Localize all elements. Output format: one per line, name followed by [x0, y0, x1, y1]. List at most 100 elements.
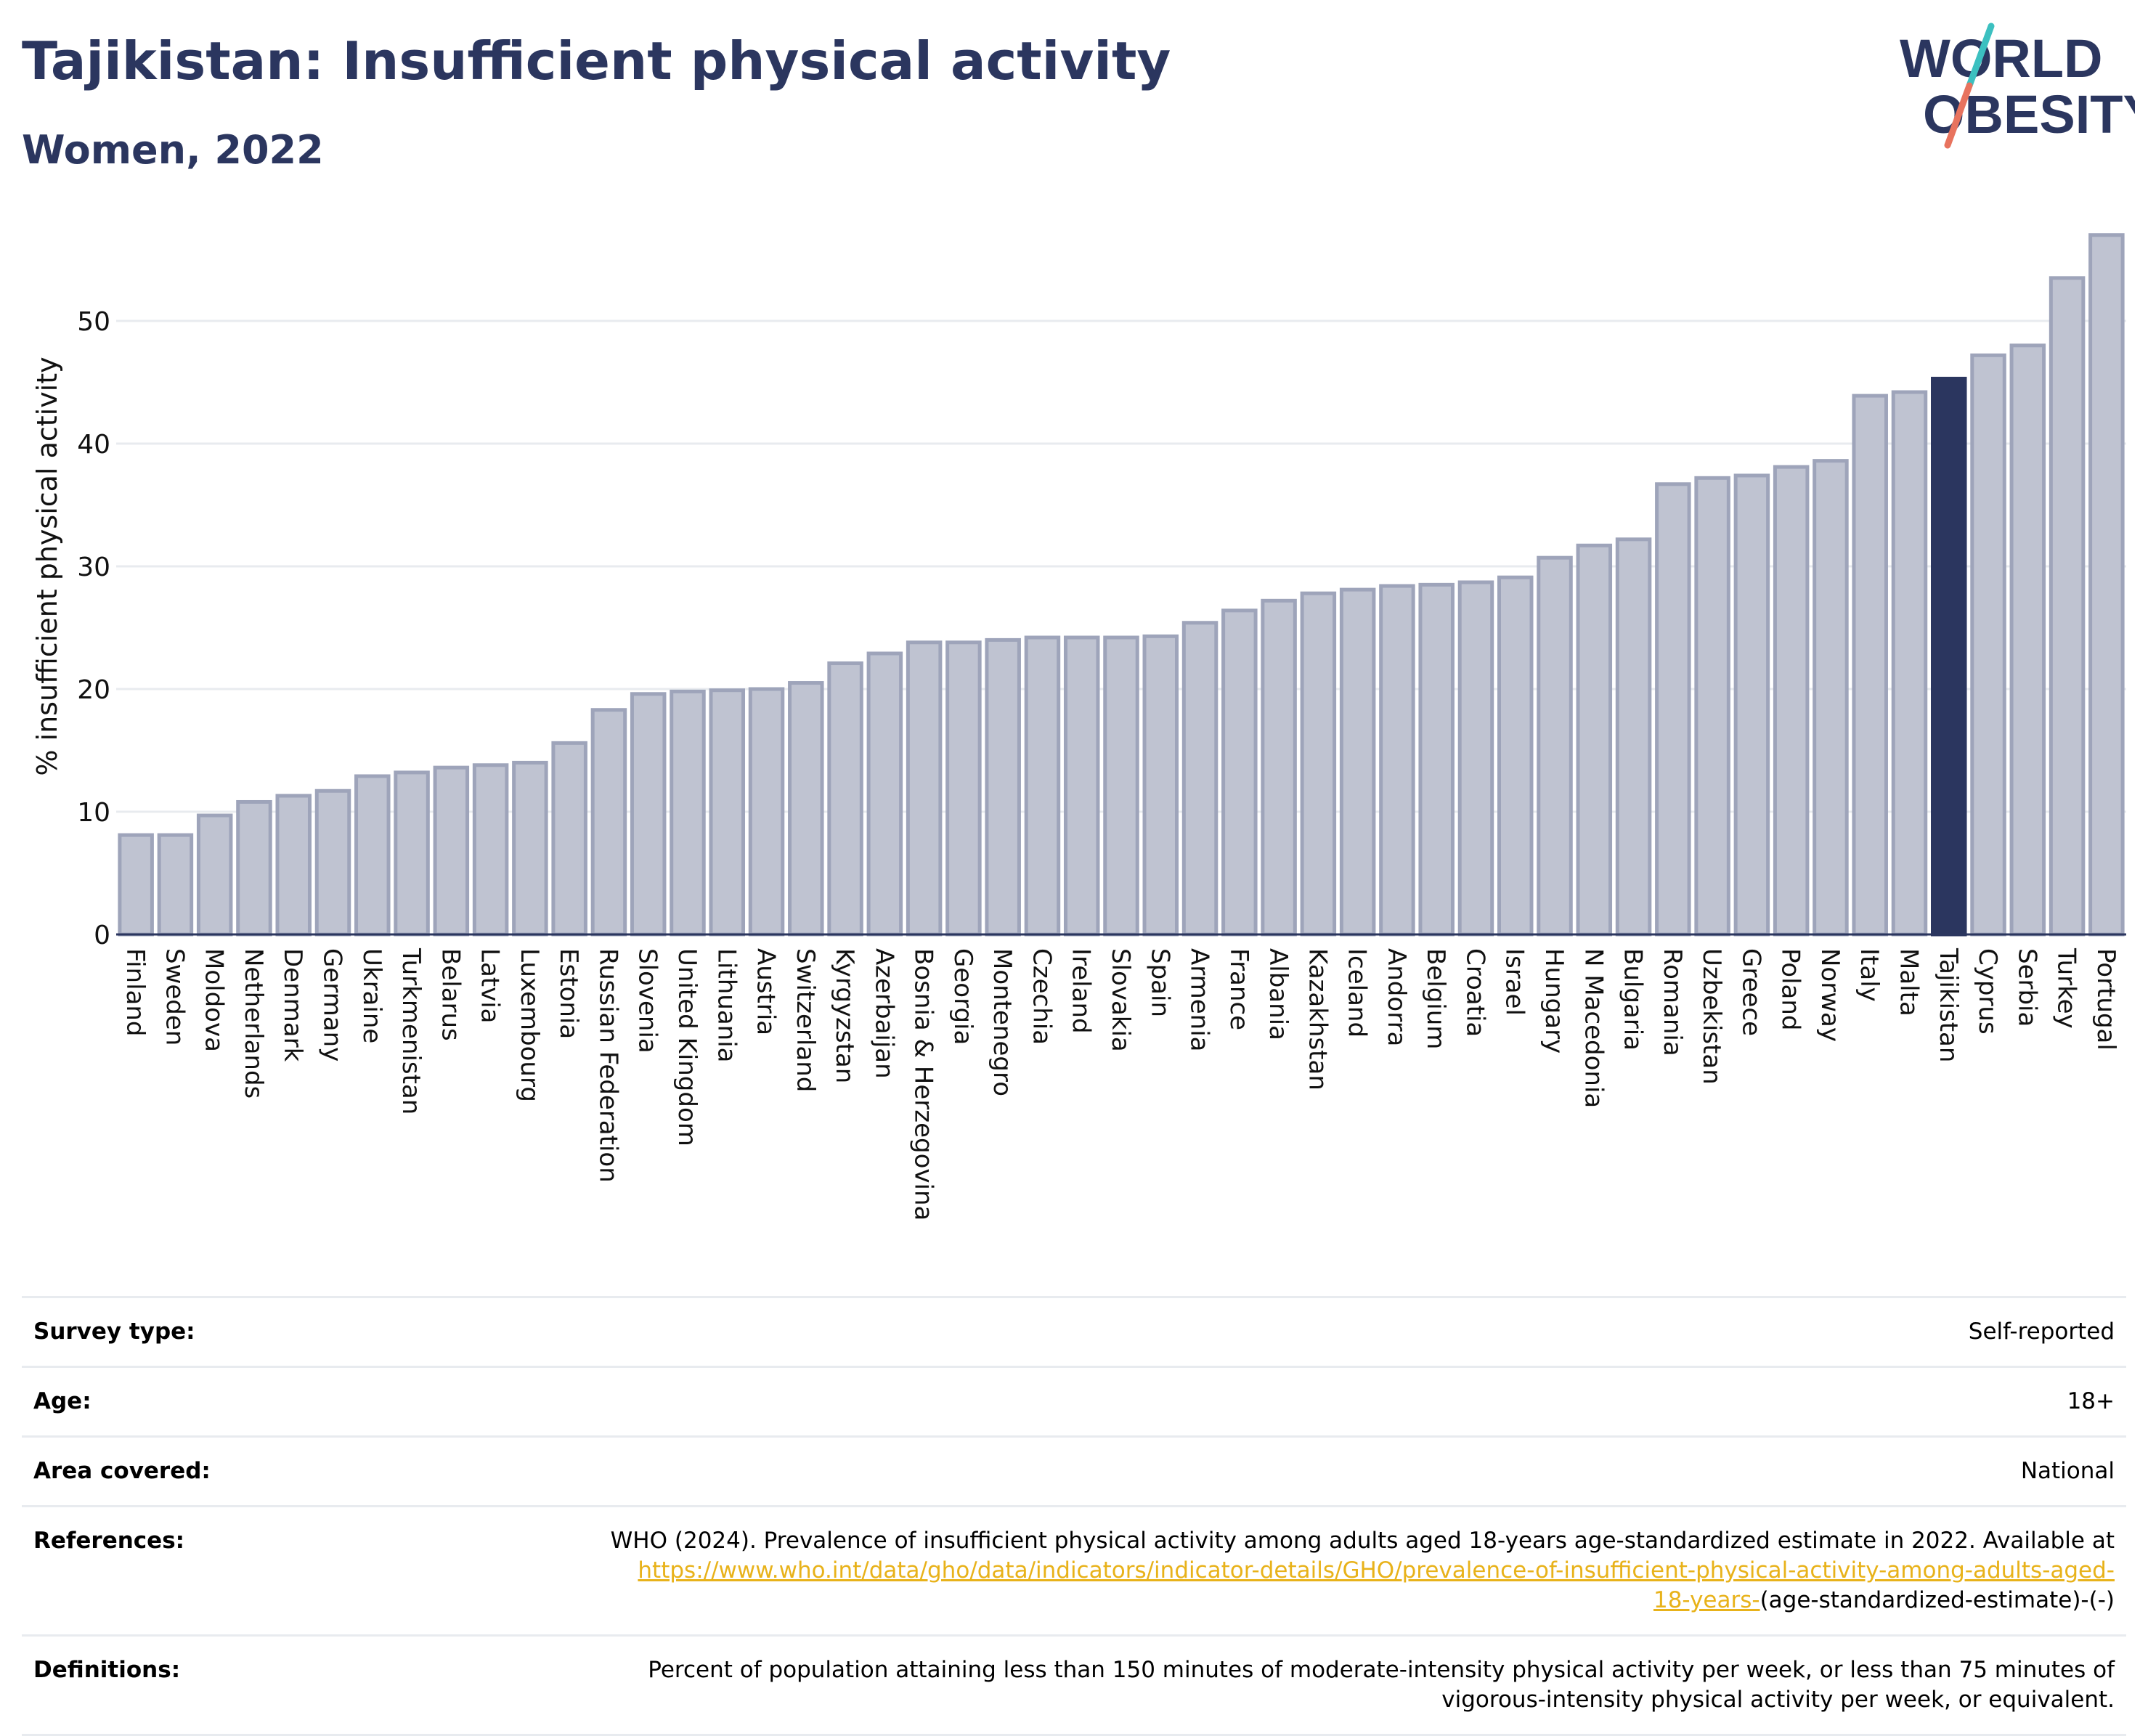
- x-tick-label: Turkmenistan: [396, 948, 426, 1114]
- bar-tajikistan: [1931, 376, 1967, 937]
- meta-value: WHO (2024). Prevalence of insufficient p…: [452, 1505, 2126, 1636]
- reference-suffix: (age-standardized-estimate)-(-): [1760, 1587, 2115, 1613]
- x-tick-label: Lithuania: [712, 948, 741, 1062]
- x-tick-label: Iceland: [1343, 948, 1372, 1038]
- x-tick-label: Montenegro: [988, 948, 1017, 1096]
- bar-russian-federation: [590, 708, 627, 937]
- x-tick-label: Serbia: [2012, 948, 2041, 1027]
- bar-n-macedonia: [1576, 543, 1613, 937]
- bar-netherlands: [236, 799, 272, 937]
- meta-row-definitions: Definitions: Percent of population attai…: [22, 1634, 2126, 1736]
- bar-andorra: [1379, 584, 1415, 937]
- bar-romania: [1655, 482, 1691, 937]
- x-tick-label: Switzerland: [791, 948, 820, 1092]
- bar-malta: [1891, 390, 1928, 937]
- bar-iceland: [1339, 587, 1376, 937]
- y-tick-label: 30: [77, 553, 110, 582]
- bar-bulgaria: [1615, 537, 1652, 937]
- y-tick-label: 0: [94, 921, 110, 950]
- bar-montenegro: [985, 637, 1021, 937]
- reference-link-continued[interactable]: 18-years-: [1653, 1587, 1760, 1613]
- reference-link[interactable]: https://www.who.int/data/gho/data/indica…: [638, 1557, 2115, 1584]
- x-tick-label: Netherlands: [239, 948, 268, 1099]
- bar-czechia: [1024, 635, 1061, 937]
- bar-bosnia-herzegovina: [906, 640, 943, 937]
- bar-serbia: [2009, 343, 2046, 937]
- x-tick-label: Romania: [1658, 948, 1687, 1056]
- x-tick-label: Kazakhstan: [1303, 948, 1332, 1091]
- x-tick-label: Uzbekistan: [1697, 948, 1726, 1085]
- x-tick-label: Turkey: [2052, 948, 2081, 1029]
- bar-ukraine: [354, 774, 391, 937]
- meta-label: Age:: [22, 1366, 452, 1437]
- bar-finland: [118, 833, 154, 937]
- bar-estonia: [551, 741, 587, 937]
- x-tick-label: Bosnia & Herzegovina: [909, 948, 938, 1221]
- bar-israel: [1497, 575, 1534, 937]
- x-tick-label: Austria: [752, 948, 781, 1035]
- meta-label: Area covered:: [22, 1435, 452, 1507]
- x-tick-label: Denmark: [278, 948, 307, 1062]
- x-tick-label: Greece: [1736, 948, 1765, 1036]
- world-obesity-logo: WORLD OBESITY: [1900, 23, 2135, 149]
- x-tick-label: Kyrgyzstan: [830, 948, 859, 1083]
- definition-line-2: vigorous-intensity physical activity per…: [1441, 1687, 2115, 1713]
- x-tick-label: Tajikistan: [1934, 948, 1963, 1062]
- bar-switzerland: [788, 681, 824, 937]
- bar-austria: [748, 687, 785, 937]
- bar-spain: [1142, 634, 1179, 937]
- x-tick-label: Slovakia: [1106, 948, 1135, 1052]
- bar-belgium: [1418, 582, 1455, 937]
- y-tick-label: 40: [77, 430, 110, 460]
- meta-row-survey-type: Survey type: Self-reported: [22, 1296, 2126, 1367]
- x-tick-label: Andorra: [1382, 948, 1411, 1046]
- x-tick-label: Portugal: [2091, 948, 2120, 1051]
- y-tick-labels: 0 10 20 30 40 50: [77, 307, 110, 950]
- bar-albania: [1261, 598, 1297, 937]
- bar-slovenia: [630, 692, 667, 937]
- meta-label: References:: [22, 1505, 452, 1636]
- meta-value: Self-reported: [452, 1296, 2126, 1367]
- bar-moldova: [196, 813, 233, 937]
- x-tick-label: Israel: [1500, 948, 1529, 1016]
- x-tick-label: Albania: [1264, 948, 1293, 1040]
- logo-text-world: WORLD: [1900, 28, 2103, 89]
- bar-hungary: [1537, 555, 1573, 937]
- x-tick-label: Malta: [1894, 948, 1923, 1016]
- x-tick-label: Moldova: [200, 948, 229, 1052]
- chart-title: Tajikistan: Insufficient physical activi…: [22, 30, 1171, 91]
- y-tick-label: 20: [77, 675, 110, 705]
- bar-kyrgyzstan: [827, 661, 863, 937]
- bar-luxembourg: [512, 760, 548, 937]
- x-tick-label: Ukraine: [357, 948, 386, 1043]
- meta-row-references: References: WHO (2024). Prevalence of in…: [22, 1505, 2126, 1636]
- definition-line-1: Percent of population attaining less tha…: [648, 1657, 2115, 1683]
- bar-croatia: [1457, 580, 1494, 937]
- bar-lithuania: [709, 688, 746, 937]
- reference-text: WHO (2024). Prevalence of insufficient p…: [610, 1528, 2115, 1554]
- x-tick-label: Hungary: [1539, 948, 1569, 1054]
- bar-sweden: [157, 833, 194, 937]
- bar-armenia: [1181, 621, 1219, 937]
- meta-row-age: Age: 18+: [22, 1366, 2126, 1437]
- x-tick-label: Belgium: [1421, 948, 1450, 1049]
- bar-slovakia: [1103, 635, 1139, 937]
- x-tick-label: Italy: [1855, 948, 1884, 1002]
- bar-uzbekistan: [1694, 476, 1730, 937]
- x-tick-labels: Finland Sweden Moldova Netherlands Denmark Ge…: [121, 948, 2120, 1221]
- y-tick-label: 10: [77, 798, 110, 828]
- bar-denmark: [275, 794, 312, 937]
- y-axis-label: % insufficient physical activity: [31, 356, 63, 775]
- meta-label: Survey type:: [22, 1296, 452, 1367]
- x-tick-label: Germany: [318, 948, 347, 1061]
- metadata-table: Survey type: Self-reported Age: 18+ Area…: [22, 1296, 2126, 1736]
- x-tick-label: Slovenia: [633, 948, 662, 1054]
- x-tick-label: United Kingdom: [672, 948, 701, 1146]
- x-tick-label: Russian Federation: [593, 948, 622, 1183]
- x-tick-label: Belarus: [436, 948, 465, 1041]
- x-tick-label: Latvia: [476, 948, 505, 1024]
- x-tick-label: Finland: [121, 948, 150, 1037]
- meta-value: 18+: [452, 1366, 2126, 1437]
- bar-ireland: [1063, 635, 1100, 937]
- x-tick-label: Estonia: [554, 948, 583, 1039]
